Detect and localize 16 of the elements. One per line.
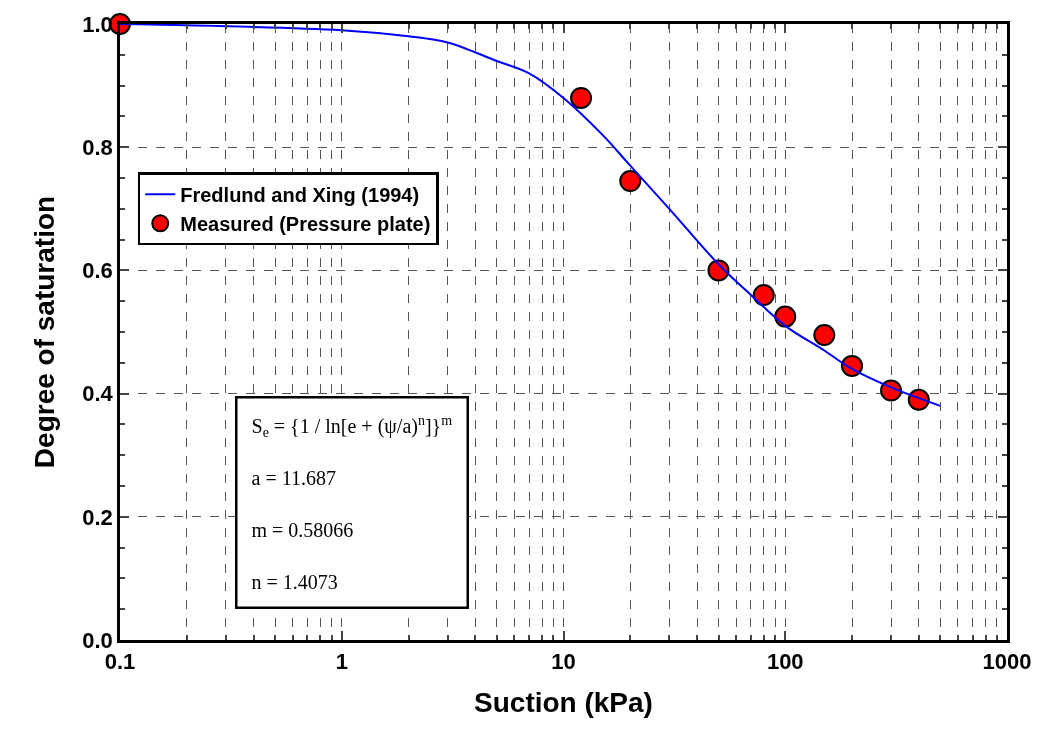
x-tick-label: 10 xyxy=(551,649,576,675)
annotation: a = 11.687 xyxy=(251,466,336,489)
annotation: S$_{e}$ = {1 / ln[e + (ψ/a)$^{n}$]}$^{m}$ xyxy=(251,412,453,441)
y-tick-label: 0.8 xyxy=(82,134,113,160)
annotation: m = 0.58066 xyxy=(251,518,354,541)
x-axis-title: Suction (kPa) xyxy=(474,687,653,719)
y-axis-title: Degree of saturation xyxy=(28,195,60,469)
legend-label: Fredlund and Xing (1994) xyxy=(180,184,420,207)
y-tick-label: 0.4 xyxy=(82,381,114,407)
x-tick-label: 1000 xyxy=(982,649,1032,675)
x-tick-label: 1 xyxy=(335,649,348,675)
annotation: n = 1.4073 xyxy=(251,570,338,593)
legend-label: Measured (Pressure plate) xyxy=(180,213,431,236)
y-tick-label: 0.2 xyxy=(82,504,113,530)
y-tick-label: 0.6 xyxy=(82,258,113,284)
x-tick-label: 100 xyxy=(766,649,804,675)
